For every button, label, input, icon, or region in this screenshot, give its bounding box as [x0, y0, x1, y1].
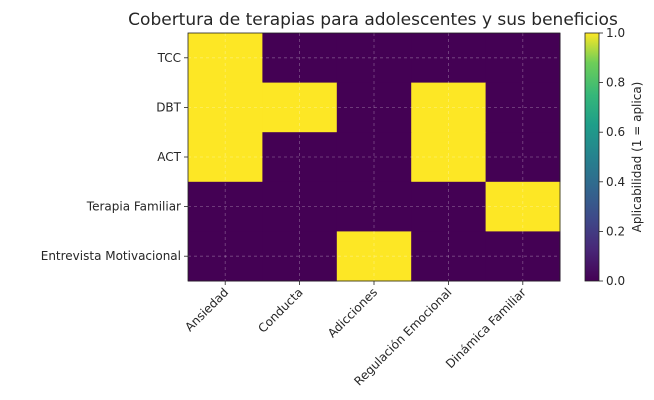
y-tick-label: Entrevista Motivacional	[41, 249, 181, 263]
heatmap-cell	[262, 181, 338, 232]
x-tick-label: Conducta	[255, 285, 305, 335]
colorbar-ticks: 0.0 0.2 0.4 0.6 0.8 1.0	[599, 26, 625, 288]
heatmap-cell	[485, 181, 561, 232]
colorbar-label: Aplicabilidad (1 = aplica)	[630, 82, 644, 233]
heatmap-cells	[188, 33, 561, 282]
heatmap-cell	[336, 231, 412, 282]
x-tick-label: Dinámica Familiar	[443, 285, 529, 371]
colorbar-tick-label: 0.6	[606, 125, 625, 139]
y-tick-label: ACT	[157, 150, 181, 164]
heatmap-cell	[188, 231, 263, 282]
y-tick-label: TCC	[157, 51, 181, 65]
heatmap-cell	[336, 181, 412, 232]
heatmap-cell	[485, 33, 561, 84]
y-tick-label: DBT	[156, 100, 181, 114]
colorbar-tick-label: 0.0	[606, 274, 625, 288]
colorbar	[584, 32, 600, 282]
heatmap-cell	[411, 181, 487, 232]
heatmap-cell	[485, 82, 561, 133]
heatmap-cell	[411, 82, 487, 133]
y-tick-label: Terapia Familiar	[86, 200, 181, 214]
heatmap-cell	[262, 33, 338, 84]
heatmap-cell	[188, 132, 263, 183]
heatmap-cell	[262, 132, 338, 183]
heatmap-gridlines	[188, 33, 560, 281]
chart-title: Cobertura de terapias para adolescentes …	[128, 10, 618, 30]
colorbar-tick-label: 0.8	[606, 76, 625, 90]
heatmap-cell	[188, 82, 263, 133]
heatmap-cell	[485, 231, 561, 282]
heatmap-cell	[336, 33, 412, 84]
y-axis-ticks: TCC DBT ACT Terapia Familiar Entrevista Moti…	[41, 51, 188, 263]
heatmap-cell	[262, 82, 338, 133]
heatmap-cell	[336, 132, 412, 183]
colorbar-tick-label: 0.4	[606, 175, 625, 189]
heatmap-cell	[485, 132, 561, 183]
heatmap-cell	[188, 33, 263, 84]
x-tick-label: Ansiedad	[182, 285, 231, 334]
colorbar-tick-label: 0.2	[606, 224, 625, 238]
colorbar-tick-label: 1.0	[606, 26, 625, 40]
heatmap-cell	[411, 231, 487, 282]
heatmap-cell	[411, 132, 487, 183]
heatmap-cell	[188, 181, 263, 232]
heatmap-cell	[411, 33, 487, 84]
x-tick-label: Adicciones	[325, 285, 380, 340]
heatmap-cell	[262, 231, 338, 282]
heatmap-cell	[336, 82, 412, 133]
